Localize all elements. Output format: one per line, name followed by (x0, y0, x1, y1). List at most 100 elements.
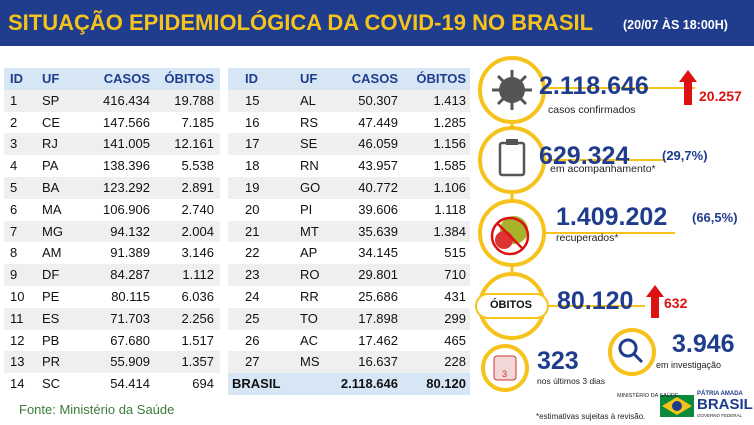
total-cell: BRASIL (232, 376, 281, 392)
row-bg (4, 351, 220, 374)
cell: TO (300, 310, 318, 326)
confirmed-new: 20.257 (699, 88, 742, 104)
recovered-pct: (66,5%) (692, 210, 738, 225)
row-bg (228, 177, 470, 199)
row-bg (4, 133, 220, 156)
total-bg (228, 373, 470, 395)
cell: MA (42, 201, 62, 217)
row-bg (4, 286, 220, 308)
cell: 694 (192, 376, 214, 392)
row-bg (228, 264, 470, 286)
cell: 1.585 (433, 158, 466, 174)
cell: 1.156 (433, 136, 466, 152)
column-header: CASOS (103, 71, 150, 86)
column-header: ÓBITOS (164, 71, 214, 86)
cell: 138.396 (103, 158, 150, 174)
cell: 12 (10, 332, 25, 348)
cell: 19.788 (174, 92, 214, 108)
cell: 1.118 (434, 201, 466, 217)
cell: 14 (10, 376, 25, 392)
cell: 1.106 (433, 180, 466, 195)
brand: BRASIL (697, 396, 753, 413)
cell: 18 (245, 158, 260, 174)
cell: PB (42, 332, 60, 348)
column-header: ÓBITOS (416, 71, 466, 86)
gov: GOVERNO FEDERAL (697, 413, 743, 418)
last-days-value: 323 (537, 347, 579, 375)
cell: CE (42, 114, 61, 130)
cell: 84.287 (110, 267, 150, 283)
note: *estimativas sujeitas à revisão. (536, 412, 646, 421)
cell: 5.538 (181, 158, 214, 174)
deaths-value: 80.120 (557, 287, 634, 315)
cell: 19 (245, 180, 260, 195)
cell: 7.185 (181, 114, 214, 130)
ministry: MINISTÉRIO DA SAÚDE (617, 393, 679, 399)
cell: RO (300, 267, 320, 283)
cell: 23 (245, 267, 260, 283)
row-bg (228, 111, 470, 134)
cell: 25.686 (358, 289, 398, 304)
cell: 3 (10, 136, 18, 152)
row-bg (4, 220, 220, 243)
row-bg (228, 351, 470, 374)
cell: 54.414 (110, 376, 150, 392)
cell: PR (42, 354, 61, 370)
cell: 6.036 (181, 289, 214, 304)
title: SITUAÇÃO EPIDEMIOLÓGICA DA COVID-19 NO B… (8, 10, 594, 35)
source: Fonte: Ministério da Saúde (19, 402, 175, 417)
cell: 416.434 (103, 92, 150, 108)
cell: 15 (245, 92, 260, 108)
column-header: ID (10, 71, 23, 86)
cell: 1.413 (433, 92, 466, 108)
cell: 94.132 (110, 223, 150, 239)
cell: 25 (245, 310, 260, 326)
cell: 43.957 (358, 158, 398, 174)
cell: 1 (10, 92, 18, 108)
column-header: CASOS (351, 71, 398, 86)
recovered-label: recuperados* (556, 232, 619, 244)
cell: 67.680 (110, 332, 150, 348)
total-cell: 2.118.646 (340, 376, 398, 392)
row-bg (228, 307, 470, 330)
confirmed-value: 2.118.646 (539, 72, 649, 100)
cell: 39.606 (358, 201, 398, 217)
cell: 17.462 (358, 332, 398, 348)
cell: 8 (10, 245, 18, 261)
cell: RS (300, 114, 319, 130)
cell: DF (42, 267, 60, 283)
cell: 46.059 (358, 136, 398, 152)
cell: RN (300, 158, 319, 174)
column-header: UF (42, 71, 60, 86)
last-days-label: nos últimos 3 dias (537, 376, 606, 386)
cell: 24 (245, 289, 260, 304)
cell: AP (300, 245, 318, 261)
cell: 2.256 (181, 310, 214, 326)
row-bg (4, 264, 220, 286)
cell: GO (300, 180, 321, 195)
total-cell: 80.120 (426, 376, 466, 392)
cell: 3.146 (181, 245, 214, 261)
row-bg (4, 89, 220, 112)
cell: 141.005 (103, 136, 150, 152)
cell: AL (300, 92, 316, 108)
investigation-label: em investigação (656, 360, 722, 370)
slogan: PÁTRIA AMADA (697, 391, 743, 397)
row-bg (228, 155, 470, 177)
icons (475, 56, 697, 417)
cell: 1.357 (181, 354, 214, 370)
calendar-icon-text: 3 (502, 369, 508, 379)
row-bg (228, 198, 470, 221)
row-bg (4, 155, 220, 177)
date: (20/07 ÀS 18:00H) (623, 18, 728, 32)
cell: 9 (10, 267, 18, 283)
cell: 4 (10, 158, 18, 174)
recovered-value: 1.409.202 (556, 203, 668, 231)
row-bg (4, 111, 220, 134)
cell: 13 (10, 354, 25, 370)
cell: 17 (245, 136, 260, 152)
cell: 34.145 (358, 245, 398, 261)
cell: 2.004 (181, 223, 214, 239)
cell: 6 (10, 201, 18, 217)
row-bg (4, 242, 220, 265)
